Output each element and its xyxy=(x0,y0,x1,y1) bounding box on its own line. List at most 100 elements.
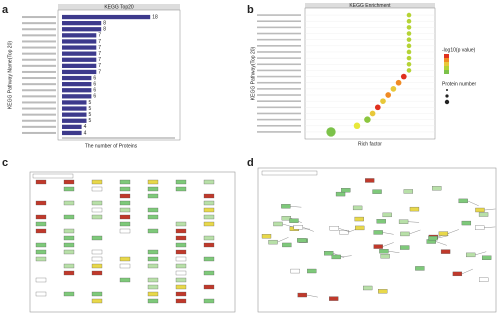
gene-box xyxy=(63,242,75,248)
bubble xyxy=(406,37,412,42)
bubble xyxy=(400,73,407,80)
value-label: 7 xyxy=(98,51,101,57)
gene-box xyxy=(147,249,159,255)
x-axis-label: The number of Proteins xyxy=(85,143,138,149)
arrow xyxy=(277,237,289,243)
gene-box xyxy=(147,207,159,213)
arrow xyxy=(382,242,394,247)
gene-box xyxy=(175,186,187,192)
pathway-map-c xyxy=(29,171,236,313)
gene-box xyxy=(175,179,187,185)
category-placeholder xyxy=(257,45,301,47)
value-label: 8 xyxy=(103,27,106,33)
legend-size xyxy=(445,94,449,98)
gene-box xyxy=(475,207,485,213)
y-axis-label: KEGG Pathway(Top 20) xyxy=(250,46,256,100)
panel-letter: a xyxy=(2,4,9,16)
plot-frame xyxy=(57,9,181,141)
gene-box xyxy=(175,256,187,262)
gene-box xyxy=(91,179,103,185)
legend-size xyxy=(446,89,448,91)
gene-box xyxy=(91,263,103,269)
gene-box xyxy=(119,207,131,213)
legend-size xyxy=(444,99,450,105)
gene-box xyxy=(147,277,159,283)
value-label: 6 xyxy=(93,88,96,94)
legend-gradient xyxy=(444,62,449,66)
gene-box xyxy=(175,291,187,297)
bar xyxy=(62,75,92,81)
bubble xyxy=(374,104,381,111)
value-label: 7 xyxy=(98,57,101,63)
gene-box xyxy=(119,221,131,227)
category-placeholder xyxy=(22,125,56,128)
gene-box xyxy=(35,214,47,220)
value-label: 7 xyxy=(98,39,101,45)
gene-box xyxy=(91,291,103,297)
gene-box xyxy=(203,200,215,206)
bar xyxy=(62,118,87,123)
arrow xyxy=(290,206,302,208)
arrow xyxy=(338,228,350,233)
bubble xyxy=(326,127,336,137)
gene-box xyxy=(335,191,346,197)
bubble xyxy=(406,49,412,55)
category-placeholder xyxy=(257,75,301,78)
gene-box xyxy=(261,234,272,239)
gene-box xyxy=(373,230,383,235)
category-placeholder xyxy=(257,26,301,29)
arrow xyxy=(435,241,447,246)
bar xyxy=(62,106,87,111)
gene-box xyxy=(175,249,187,255)
gene-box xyxy=(63,249,75,255)
map-title-box xyxy=(32,173,74,179)
category-placeholder xyxy=(257,32,301,35)
gene-box xyxy=(478,212,489,217)
gene-box xyxy=(91,249,103,255)
arrow xyxy=(461,268,473,275)
category-placeholder xyxy=(22,46,56,49)
gene-box xyxy=(203,179,215,185)
arrow xyxy=(302,227,314,232)
arrow xyxy=(306,294,318,298)
gene-box xyxy=(339,229,349,235)
bubble xyxy=(385,92,392,98)
bar xyxy=(62,94,92,99)
value-label: 5 xyxy=(89,106,92,112)
gene-box xyxy=(452,271,463,277)
gene-box xyxy=(119,193,131,199)
gene-box xyxy=(147,214,159,220)
category-placeholder xyxy=(257,112,301,115)
x-axis-label: Rich factor xyxy=(358,141,382,147)
gene-box xyxy=(203,284,215,290)
gene-box xyxy=(440,249,451,254)
gene-box xyxy=(63,214,75,220)
y-axis-label: KEGG Pathway Name(Top 20) xyxy=(7,41,13,109)
value-label: 7 xyxy=(98,69,101,75)
gene-box xyxy=(63,235,75,241)
category-placeholder xyxy=(257,69,301,72)
gene-box xyxy=(147,263,159,269)
gene-box xyxy=(329,296,339,301)
gene-box xyxy=(365,178,375,183)
gene-box xyxy=(175,263,187,269)
panel-header xyxy=(305,3,435,8)
gene-box xyxy=(475,225,485,230)
gene-box xyxy=(203,270,215,276)
gene-box xyxy=(91,270,103,276)
category-placeholder xyxy=(22,101,56,104)
gene-box xyxy=(175,235,187,241)
gene-box xyxy=(63,200,75,206)
map-title-box xyxy=(261,170,318,176)
value-label: 5 xyxy=(89,112,92,118)
category-placeholder xyxy=(257,106,301,109)
gene-box xyxy=(63,179,75,185)
gene-box xyxy=(147,186,159,192)
gene-box xyxy=(203,256,215,262)
bubble xyxy=(395,79,402,86)
gene-box xyxy=(428,235,438,241)
arrow xyxy=(467,200,479,206)
gene-box xyxy=(35,221,47,227)
gene-box xyxy=(119,228,131,234)
